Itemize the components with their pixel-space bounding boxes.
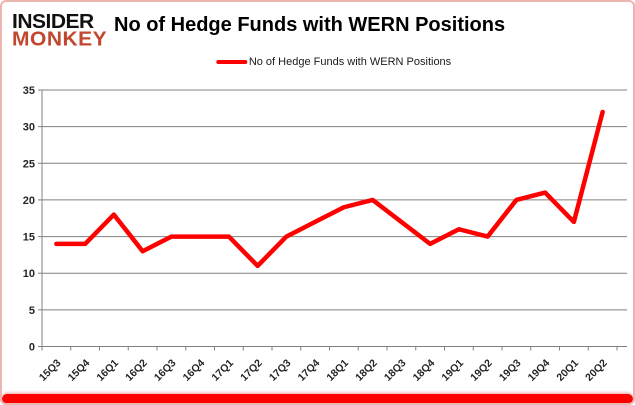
legend-line-marker — [215, 60, 247, 64]
logo-line2: MONKEY — [12, 28, 108, 51]
x-axis-label: 17Q1 — [209, 357, 236, 384]
y-axis-label: 10 — [23, 268, 35, 280]
x-axis-label: 19Q4 — [526, 357, 553, 384]
y-axis-label: 15 — [23, 232, 35, 244]
y-axis-label: 35 — [23, 85, 35, 97]
x-axis-label: 16Q1 — [94, 357, 121, 384]
y-axis-label: 30 — [23, 122, 35, 134]
y-axis-label: 0 — [29, 342, 35, 354]
x-axis-label: 18Q4 — [411, 357, 438, 384]
x-axis-label: 17Q4 — [296, 357, 323, 384]
x-axis-label: 16Q4 — [181, 357, 208, 384]
y-axis-label: 5 — [29, 305, 35, 317]
x-axis-label: 18Q1 — [324, 357, 351, 384]
y-axis-label: 25 — [23, 158, 35, 170]
insider-monkey-logo: INSIDER MONKEY — [12, 10, 108, 51]
x-axis-label: 20Q1 — [554, 357, 581, 384]
x-axis-label: 19Q2 — [468, 357, 495, 384]
y-axis-label: 20 — [23, 195, 35, 207]
x-axis-label: 15Q3 — [37, 357, 64, 384]
x-axis-label: 15Q4 — [66, 357, 93, 384]
x-axis-label: 20Q2 — [583, 357, 610, 384]
x-axis-label: 18Q2 — [353, 357, 380, 384]
legend: No of Hedge Funds with WERN Positions — [215, 56, 452, 68]
x-axis-label: 16Q3 — [152, 357, 179, 384]
bottom-red-bar — [2, 394, 633, 403]
logo-line1: INSIDER — [12, 10, 94, 33]
x-axis-label: 17Q3 — [267, 357, 294, 384]
x-axis-label: 16Q2 — [123, 357, 150, 384]
x-axis-label: 19Q1 — [439, 357, 466, 384]
chart-title: No of Hedge Funds with WERN Positions — [114, 14, 506, 36]
legend-label: No of Hedge Funds with WERN Positions — [248, 56, 452, 68]
x-axis-label: 18Q3 — [382, 357, 409, 384]
x-axis-label: 17Q2 — [238, 357, 265, 384]
series-line — [54, 109, 605, 269]
x-axis-label: 19Q3 — [497, 357, 524, 384]
